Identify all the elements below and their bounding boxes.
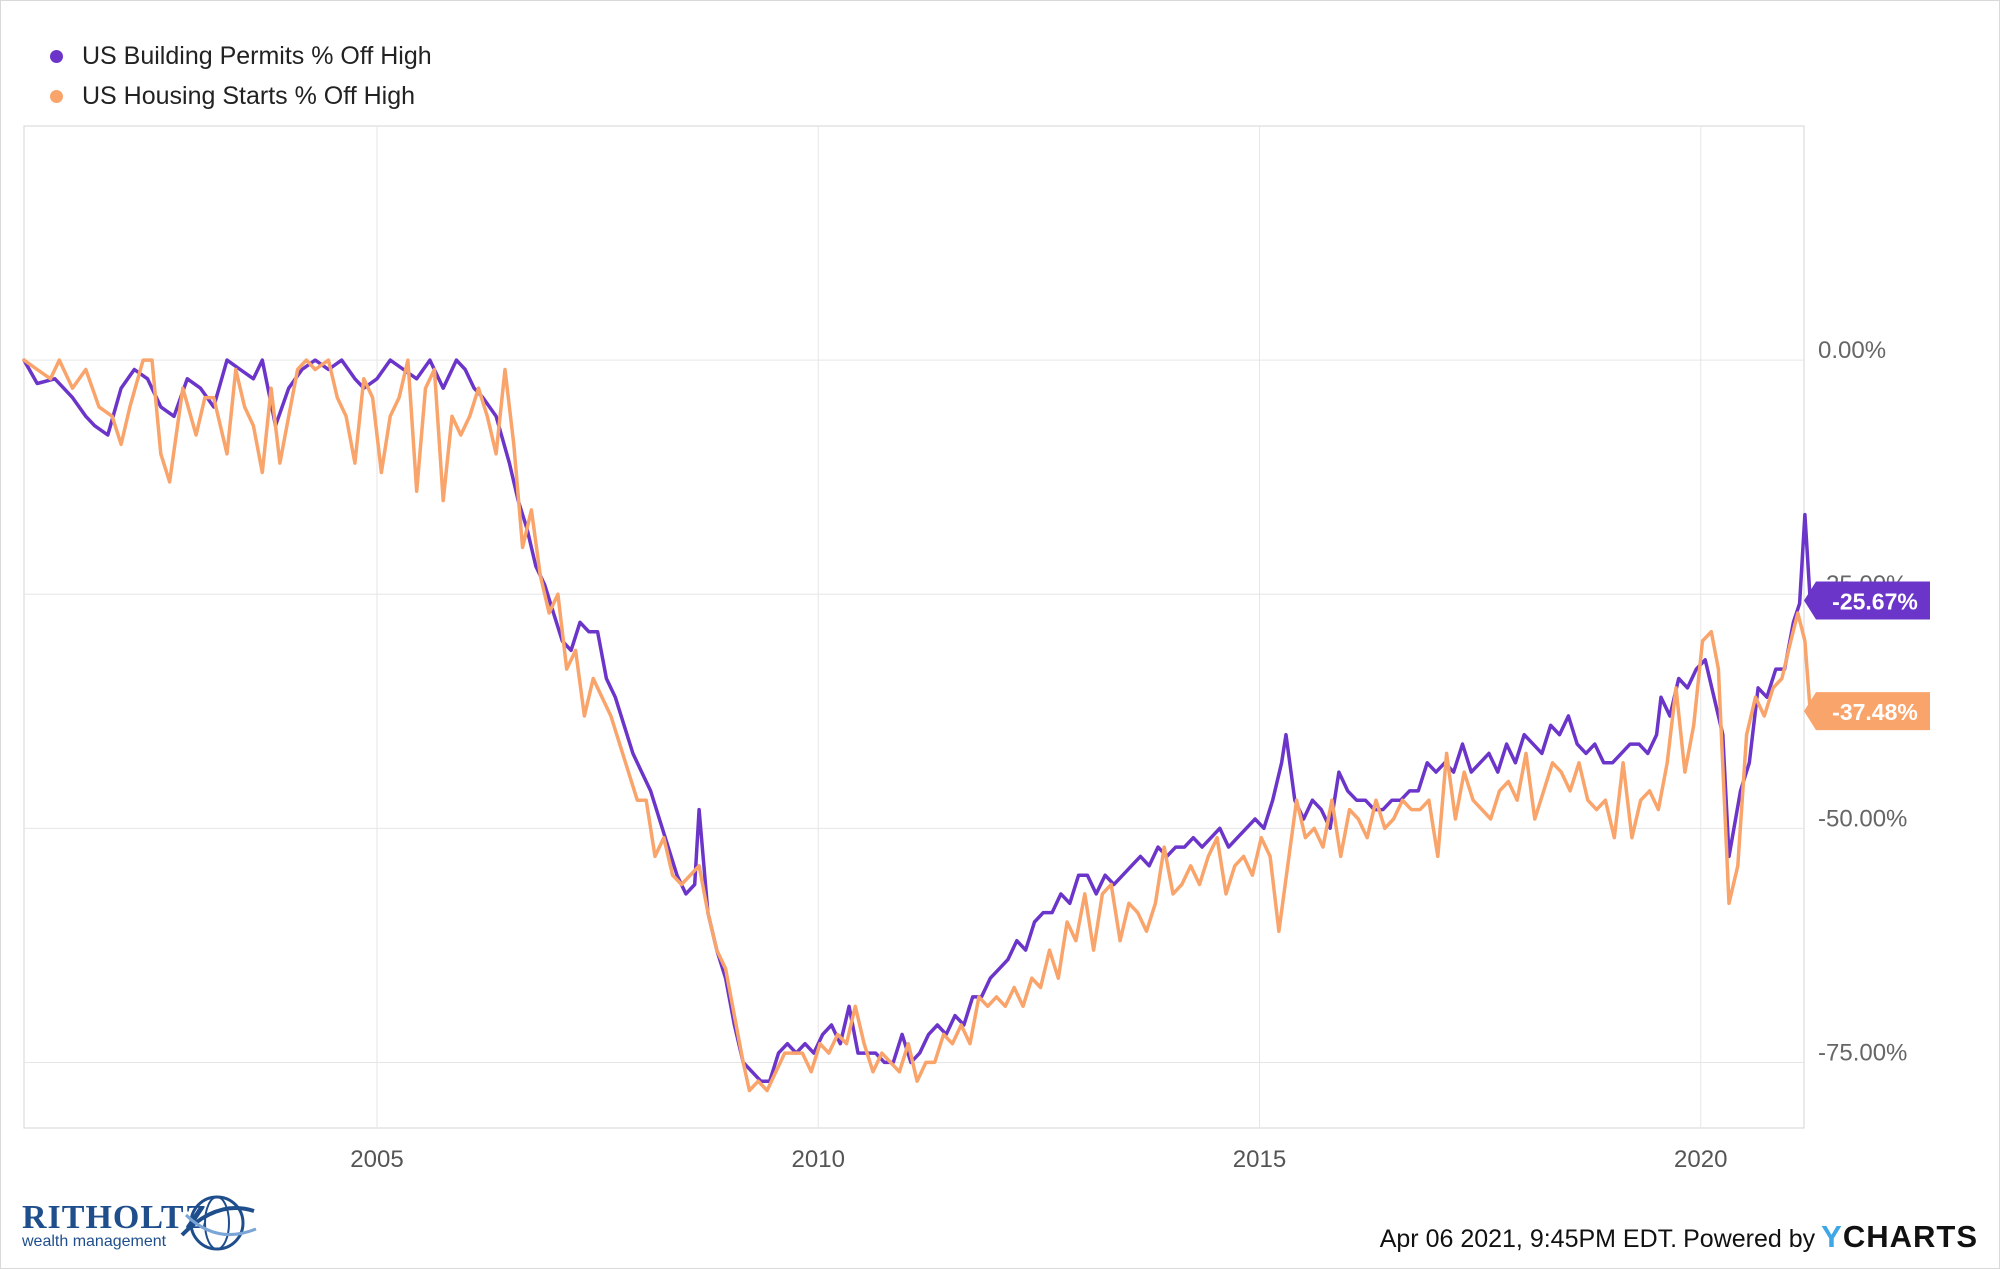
series-line-housing-starts: [22, 358, 1812, 1093]
x-tick-label: 2015: [1233, 1146, 1286, 1173]
watermark-name: RITHOLTZ: [22, 1199, 209, 1236]
x-tick-label: 2020: [1674, 1146, 1727, 1173]
legend-label: US Housing Starts % Off High: [82, 81, 416, 110]
end-value-label: -25.67%: [1832, 588, 1918, 614]
y-tick-label: -75.00%: [1818, 1039, 1907, 1066]
plot-area: [23, 125, 1805, 1129]
end-value-badge: [1804, 581, 1930, 620]
y-tick-label: 0.00%: [1818, 337, 1886, 364]
end-value-label: -37.48%: [1832, 699, 1918, 725]
globe-logo-icon: [180, 1195, 257, 1251]
ycharts-logo[interactable]: YCHARTS: [1821, 1219, 1978, 1255]
footer-credit: Apr 06 2021, 9:45PM EDT. Powered by YCHA…: [1380, 1219, 1978, 1255]
legend-label: US Building Permits % Off High: [82, 41, 432, 70]
ritholtz-watermark: RITHOLTZ wealth management: [22, 1195, 257, 1251]
end-value-badge: [1804, 692, 1930, 731]
ycharts-logo-y: Y: [1821, 1219, 1843, 1254]
watermark-sub: wealth management: [22, 1233, 167, 1250]
legend-item-building-permits[interactable]: US Building Permits % Off High: [50, 36, 432, 76]
legend: US Building Permits % Off High US Housin…: [50, 36, 432, 116]
x-tick-label: 2005: [350, 1146, 403, 1173]
x-tick-label: 2010: [792, 1146, 845, 1173]
legend-dot-housing-starts-icon: [50, 89, 63, 103]
timestamp: Apr 06 2021, 9:45PM EDT.: [1379, 1225, 1678, 1253]
legend-item-housing-starts[interactable]: US Housing Starts % Off High: [50, 76, 432, 116]
legend-dot-building-permits-icon: [50, 49, 63, 63]
powered-by: Powered by: [1683, 1225, 1816, 1253]
y-tick-label: -50.00%: [1818, 805, 1907, 832]
ycharts-logo-rest: CHARTS: [1842, 1219, 1978, 1254]
